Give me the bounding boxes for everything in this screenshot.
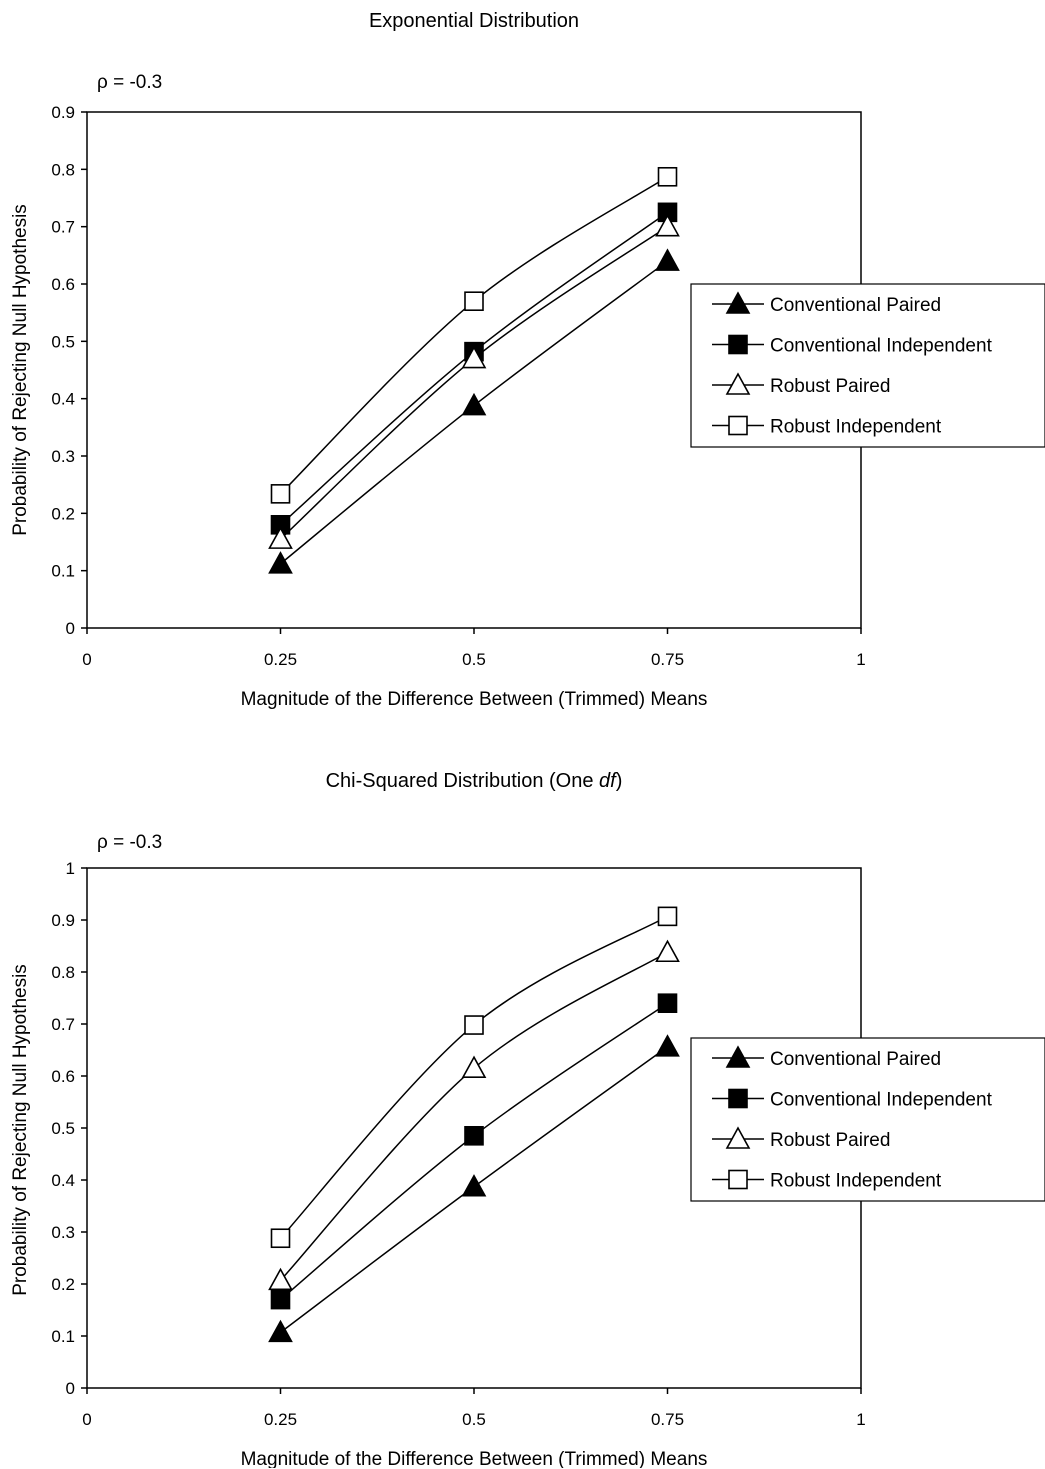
legend-label: Robust Independent	[770, 417, 942, 438]
y-tick-label: 0.3	[51, 447, 75, 466]
legend-label: Robust Paired	[770, 376, 890, 397]
data-point	[464, 291, 484, 312]
legend-marker	[725, 372, 751, 395]
legend-label: Conventional Independent	[770, 1090, 993, 1111]
x-tick-label: 0.5	[462, 650, 486, 669]
legend-marker	[728, 1088, 748, 1109]
x-tick-label: 0	[82, 1410, 91, 1429]
data-point	[657, 906, 678, 927]
y-tick-label: 0.5	[51, 332, 75, 351]
y-tick-label: 0.6	[51, 275, 75, 294]
data-point	[268, 1319, 293, 1343]
data-point	[268, 526, 293, 549]
y-tick-label: 0.2	[51, 504, 75, 523]
y-tick-label: 0.4	[51, 1171, 75, 1190]
x-tick-label: 0.75	[651, 650, 684, 669]
x-tick-label: 0	[82, 650, 91, 669]
rho-annotation: ρ = -0.3	[97, 832, 162, 853]
data-point	[461, 392, 487, 416]
x-tick-label: 1	[856, 650, 865, 669]
legend-marker	[728, 334, 748, 355]
y-tick-label: 0.6	[51, 1067, 75, 1086]
data-point	[270, 1289, 291, 1310]
series-line	[279, 226, 668, 540]
chi-squared-distribution-chart: Chi-Squared Distribution (One df) ρ = -0…	[0, 734, 1045, 1468]
legend-box	[690, 1037, 1045, 1202]
data-point	[655, 248, 680, 271]
y-tick-label: 0.1	[51, 562, 75, 581]
data-point	[464, 1015, 484, 1035]
data-point	[461, 345, 487, 369]
legend-marker	[728, 1169, 748, 1190]
y-tick-label: 0.1	[51, 1327, 75, 1346]
legend-marker	[725, 1045, 751, 1068]
data-point	[464, 1125, 484, 1146]
data-point	[270, 1228, 291, 1249]
series-line	[279, 951, 668, 1281]
chart-title-part: Chi-Squared Distribution (One	[326, 770, 599, 792]
data-point	[268, 551, 293, 574]
y-tick-label: 0.7	[51, 218, 75, 237]
y-tick-label: 0.4	[51, 390, 75, 409]
chart-svg: Chi-Squared Distribution (One df) ρ = -0…	[10, 770, 1045, 1468]
legend: Conventional Paired Conventional Independ…	[690, 1037, 1045, 1202]
rho-annotation: ρ = -0.3	[97, 72, 162, 93]
y-tick-label: 0.9	[51, 911, 75, 930]
chart-title: Chi-Squared Distribution (One df)	[326, 770, 623, 792]
y-tick-label: 0.3	[51, 1223, 75, 1242]
x-tick-label: 0.25	[264, 1410, 297, 1429]
y-tick-label: 1	[66, 859, 75, 878]
legend-label: Conventional Paired	[770, 1049, 941, 1070]
legend-marker	[728, 415, 748, 436]
y-axis-label: Probability of Rejecting Null Hypothesis	[10, 964, 31, 1296]
y-tick-label: 0.9	[51, 103, 75, 122]
y-tick-label: 0.8	[51, 160, 75, 179]
legend-box	[690, 283, 1045, 448]
data-point	[270, 484, 291, 504]
data-point	[657, 166, 678, 187]
y-tick-label: 0.8	[51, 963, 75, 982]
y-tick-label: 0	[66, 1379, 75, 1398]
y-tick-label: 0.5	[51, 1119, 75, 1138]
y-tick-label: 0.7	[51, 1015, 75, 1034]
x-tick-label: 0.25	[264, 650, 297, 669]
y-axis-label: Probability of Rejecting Null Hypothesis	[10, 204, 31, 536]
x-tick-label: 1	[856, 1410, 865, 1429]
chart-title-italic: df	[599, 770, 618, 792]
data-point	[461, 1174, 487, 1197]
series-line	[279, 211, 668, 526]
x-tick-label: 0.75	[651, 1410, 684, 1429]
legend: Conventional Paired Conventional Independ…	[690, 283, 1045, 448]
data-point	[461, 1055, 487, 1079]
chart-svg: Exponential Distribution ρ = -0.3 0 0.1 0.…	[10, 10, 1045, 710]
x-tick-label: 0.5	[462, 1410, 486, 1429]
legend-label: Conventional Paired	[770, 295, 941, 316]
data-point	[655, 939, 680, 963]
data-point	[655, 1034, 680, 1057]
legend-marker	[725, 291, 751, 314]
data-point	[268, 1267, 293, 1291]
chart-title-part: )	[616, 770, 623, 792]
series-line	[280, 1002, 668, 1301]
exponential-distribution-chart: Exponential Distribution ρ = -0.3 0 0.1 0.…	[0, 0, 1045, 734]
legend-label: Conventional Independent	[770, 336, 993, 357]
legend-marker	[725, 1126, 751, 1149]
x-axis-label: Magnitude of the Difference Between (Tri…	[241, 1449, 708, 1468]
series-line	[279, 176, 668, 495]
legend-label: Robust Paired	[770, 1130, 890, 1151]
data-point	[655, 214, 680, 237]
y-tick-label: 0.2	[51, 1275, 75, 1294]
chart-title: Exponential Distribution	[369, 10, 579, 32]
data-point	[657, 993, 678, 1014]
x-axis-label: Magnitude of the Difference Between (Tri…	[241, 689, 708, 710]
y-tick-label: 0	[66, 619, 75, 638]
legend-label: Robust Independent	[770, 1171, 942, 1192]
